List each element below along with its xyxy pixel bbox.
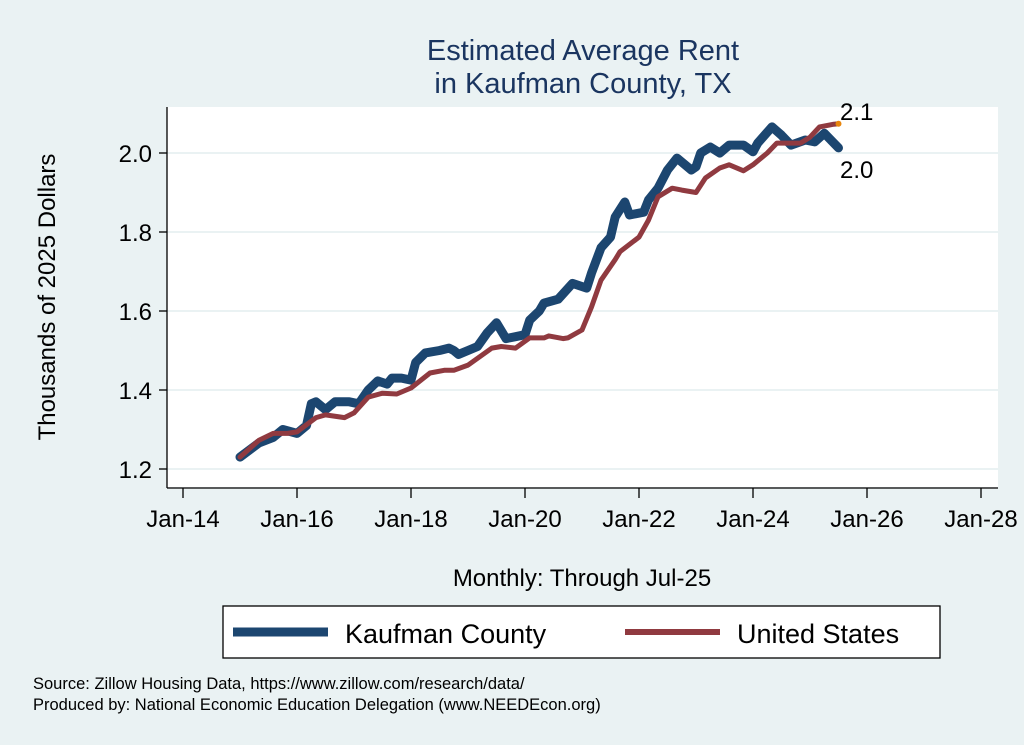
- x-tick-label: Jan-24: [716, 506, 789, 533]
- x-tick-label: Jan-28: [944, 506, 1017, 533]
- end-label-kaufman-county: 2.0: [840, 157, 873, 184]
- y-tick-label: 1.2: [119, 457, 152, 484]
- chart-title-line-1: Estimated Average Rent: [427, 35, 739, 67]
- y-axis-label: Thousands of 2025 Dollars: [34, 154, 61, 441]
- series-line-kaufman-county: [235, 122, 843, 462]
- x-tick-label: Jan-16: [260, 506, 333, 533]
- legend: Kaufman County United States: [222, 605, 941, 659]
- y-tick-label: 1.6: [119, 299, 152, 326]
- produced-by-note: Produced by: National Economic Education…: [33, 696, 601, 714]
- y-tick-label: 1.8: [119, 220, 152, 247]
- x-tick-label: Jan-14: [146, 506, 219, 533]
- x-axis-label: Monthly: Through Jul-25: [453, 565, 711, 592]
- legend-label-united-states: United States: [737, 619, 899, 649]
- y-tick-label: 2.0: [119, 141, 152, 168]
- x-tick-label: Jan-20: [488, 506, 561, 533]
- legend-label-kaufman-county: Kaufman County: [345, 619, 547, 649]
- x-tick-label: Jan-22: [602, 506, 675, 533]
- x-tick-label: Jan-18: [374, 506, 447, 533]
- series-line-united-states: [237, 121, 841, 460]
- end-marker-united-states: [835, 120, 842, 127]
- y-tick-label: 1.4: [119, 378, 152, 405]
- end-label-united-states: 2.1: [840, 99, 873, 126]
- x-tick-label: Jan-26: [830, 506, 903, 533]
- chart-title-line-2: in Kaufman County, TX: [434, 68, 731, 100]
- source-note: Source: Zillow Housing Data, https://www…: [33, 675, 525, 693]
